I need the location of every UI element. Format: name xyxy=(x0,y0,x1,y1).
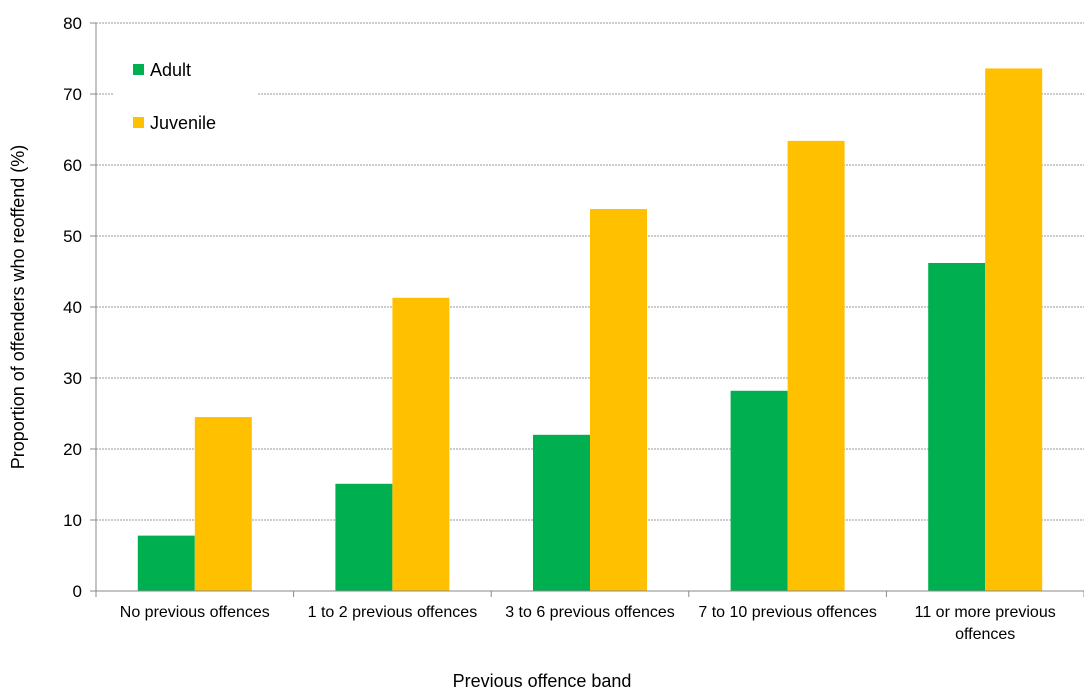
y-tick-label: 70 xyxy=(63,85,82,104)
legend-label: Juvenile xyxy=(150,113,216,133)
y-tick-label: 60 xyxy=(63,156,82,175)
bar xyxy=(985,68,1043,591)
bar xyxy=(137,535,195,591)
x-tick-label: 3 to 6 previous offences xyxy=(505,604,675,621)
legend-box xyxy=(113,45,258,145)
legend-swatch xyxy=(133,64,144,75)
bar xyxy=(928,262,986,591)
bar xyxy=(590,209,647,591)
x-tick-label: 1 to 2 previous offences xyxy=(307,604,478,621)
legend-label: Adult xyxy=(150,60,191,80)
x-axis-title: Previous offence band xyxy=(453,671,632,691)
bar xyxy=(335,483,393,591)
x-tick-label: No previous offences xyxy=(119,604,270,621)
y-tick-label: 30 xyxy=(63,369,82,388)
y-axis-title: Proportion of offenders who reoffend (%) xyxy=(8,145,28,470)
x-tick-label: 11 or more previous offences xyxy=(914,604,1056,643)
bar xyxy=(194,417,252,591)
y-tick-label: 40 xyxy=(63,298,82,317)
bar xyxy=(787,140,845,592)
y-tick-label: 20 xyxy=(63,440,82,459)
bar xyxy=(392,297,450,591)
legend-swatch xyxy=(133,117,144,128)
bar xyxy=(533,434,590,591)
y-tick-label: 0 xyxy=(73,582,82,601)
y-tick-label: 50 xyxy=(63,227,82,246)
y-tick-label: 10 xyxy=(63,511,82,530)
x-tick-label: 7 to 10 previous offences xyxy=(698,604,877,621)
bar xyxy=(730,390,788,591)
y-tick-label: 80 xyxy=(63,14,82,33)
